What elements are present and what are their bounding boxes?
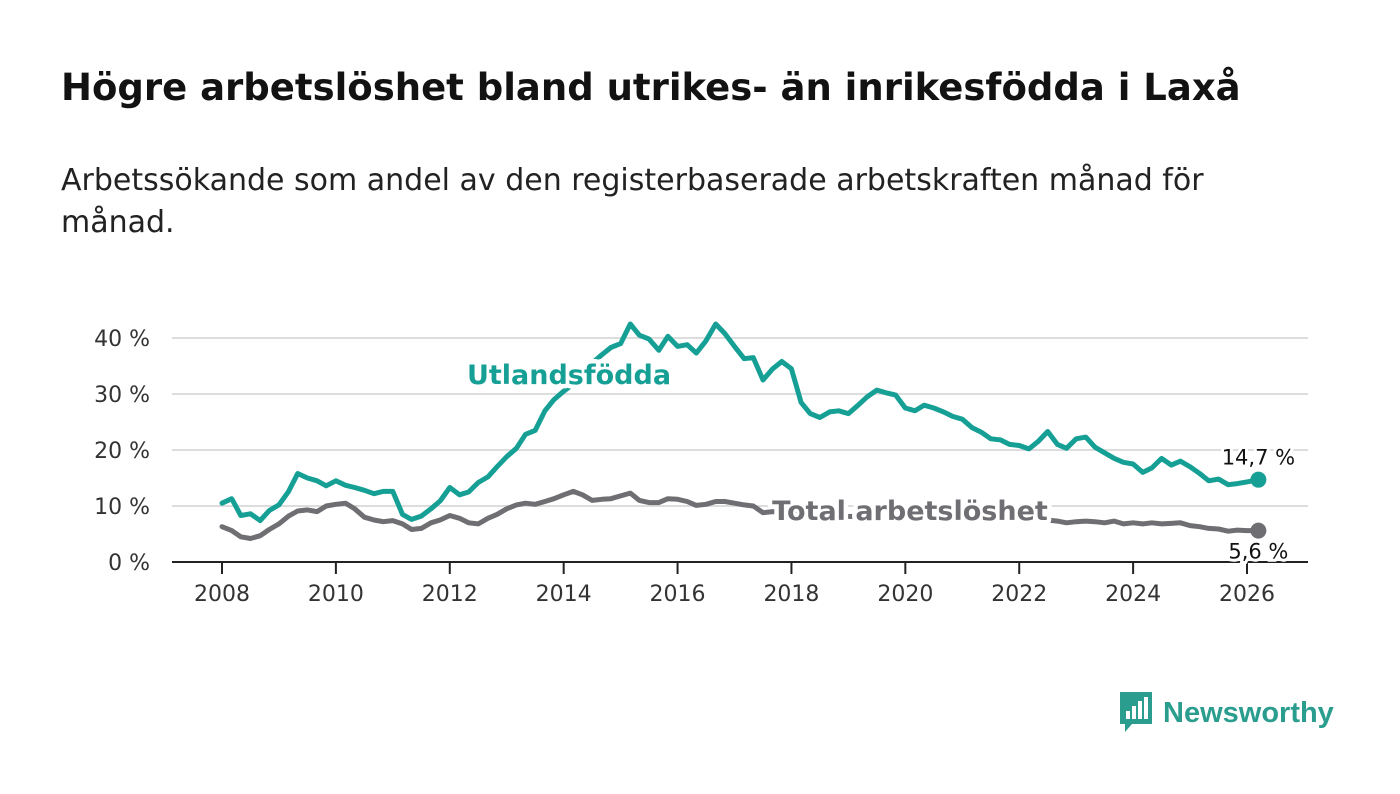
x-tick-label: 2024 [1105, 582, 1161, 607]
y-tick-label: 0 % [108, 551, 150, 576]
series-label-utlandsfodda: Utlandsfödda [467, 360, 671, 391]
x-tick-label: 2016 [650, 582, 706, 607]
chart-subtitle: Arbetssökande som andel av den registerb… [61, 163, 1204, 240]
end-value-label: 14,7 % [1222, 446, 1295, 470]
logo-text: Newsworthy [1163, 696, 1334, 729]
x-tick-label: 2026 [1219, 582, 1275, 607]
newsworthy-logo: Newsworthy [1118, 690, 1334, 736]
series-line-utlandsfodda [219, 321, 1261, 524]
series-line-total [219, 488, 1261, 541]
x-axis: 2008 2010 2012 2014 2016 2018 2020 2022 2024 2026 [172, 561, 1308, 607]
x-tick-label: 2014 [536, 582, 592, 607]
y-tick-label: 30 % [94, 383, 150, 408]
end-value-label: 5,6 % [1228, 540, 1288, 564]
x-tick-label: 2012 [422, 582, 478, 607]
y-tick-label: 10 % [94, 495, 150, 520]
y-axis-labels: 0 % 10 % 20 % 30 % 40 % [94, 327, 150, 576]
y-tick-label: 20 % [94, 439, 150, 464]
chart-title: Högre arbetslöshet bland utrikes- än inr… [61, 66, 1241, 109]
series-end-point [1250, 471, 1267, 488]
x-tick-label: 2022 [991, 582, 1047, 607]
x-tick-label: 2010 [308, 582, 364, 607]
x-tick-label: 2008 [194, 582, 250, 607]
y-tick-label: 40 % [94, 327, 150, 352]
series-labels: Utlandsfödda Total arbetslöshet 14,7 % 5,6 … [462, 356, 1298, 567]
series-end-point [1250, 522, 1267, 539]
x-tick-label: 2020 [877, 582, 933, 607]
bar-chart-speech-bubble-icon [1120, 692, 1152, 732]
series-label-total: Total arbetslöshet [772, 496, 1048, 527]
x-tick-label: 2018 [763, 582, 819, 607]
gridlines [172, 337, 1308, 507]
series-lines [219, 321, 1267, 541]
